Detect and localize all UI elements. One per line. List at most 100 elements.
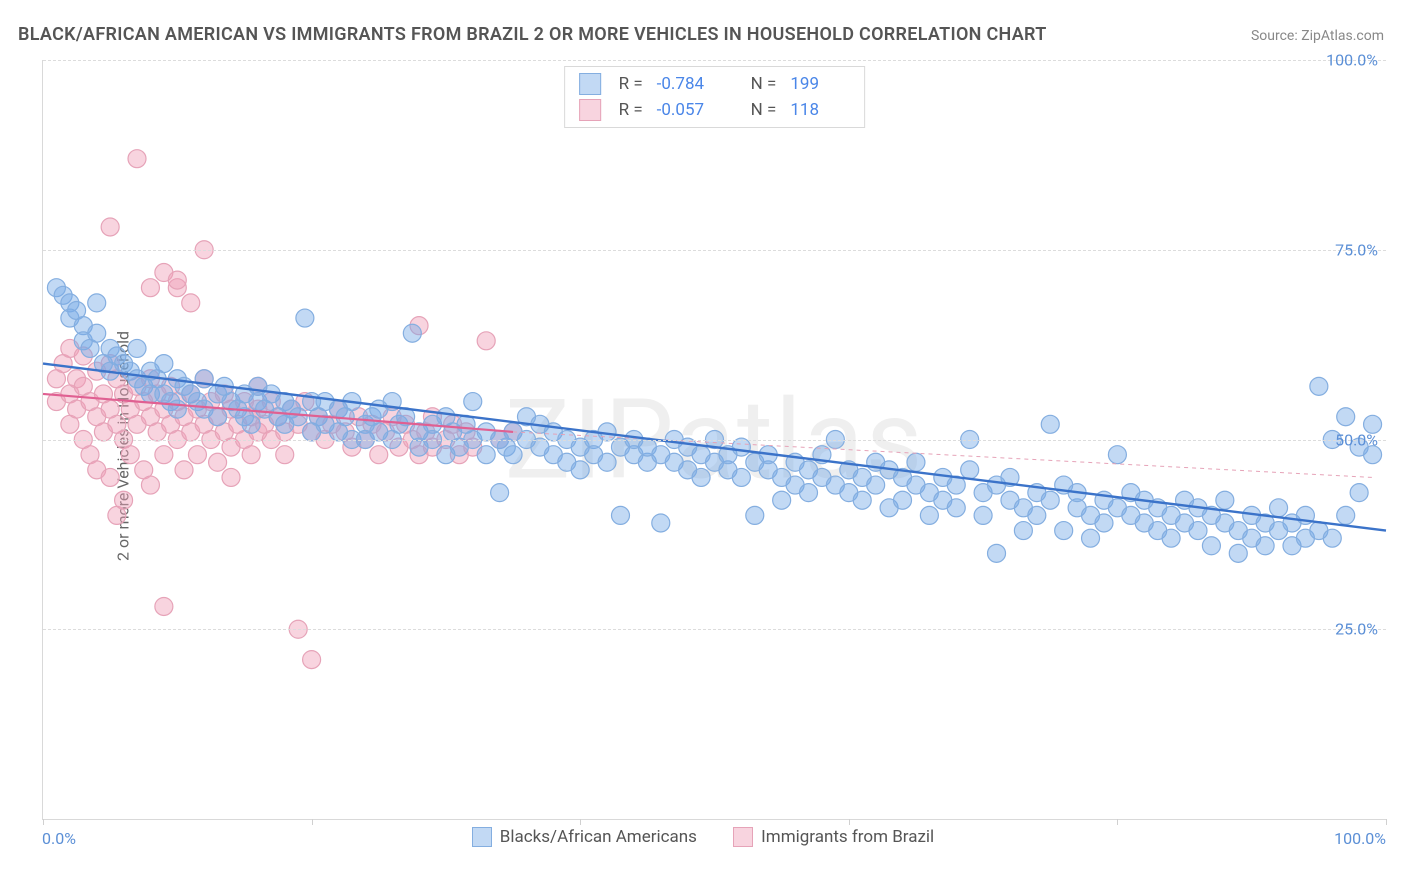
scatter-point-blue	[1055, 522, 1073, 540]
legend-label-blue: Blacks/African Americans	[500, 827, 697, 847]
plot-area: ZIPatlas R = -0.784 N = 199 R = -0.057 N…	[42, 60, 1386, 820]
scatter-point-blue	[611, 506, 629, 524]
x-tick	[1117, 819, 1118, 825]
x-tick	[580, 819, 581, 825]
scatter-point-pink	[477, 332, 495, 350]
scatter-point-pink	[128, 150, 146, 168]
scatter-point-blue	[853, 491, 871, 509]
legend-row-blue: R = -0.784 N = 199	[579, 71, 851, 97]
scatter-point-pink	[303, 651, 321, 669]
scatter-point-blue	[974, 506, 992, 524]
scatter-point-blue	[242, 415, 260, 433]
scatter-point-blue	[907, 453, 925, 471]
swatch-pink	[579, 99, 601, 121]
scatter-point-pink	[182, 294, 200, 312]
scatter-point-pink	[121, 446, 139, 464]
scatter-point-blue	[1270, 499, 1288, 517]
scatter-point-blue	[947, 499, 965, 517]
source-value: ZipAtlas.com	[1301, 28, 1384, 44]
scatter-point-blue	[464, 393, 482, 411]
scatter-point-blue	[732, 438, 750, 456]
scatter-point-blue	[1256, 537, 1274, 555]
scatter-point-pink	[222, 468, 240, 486]
scatter-point-pink	[115, 491, 133, 509]
grid-line	[43, 60, 1386, 61]
scatter-point-blue	[1041, 415, 1059, 433]
scatter-point-blue	[571, 461, 589, 479]
n-value-pink: 118	[790, 100, 850, 120]
scatter-point-blue	[155, 355, 173, 373]
scatter-point-pink	[155, 446, 173, 464]
n-label: N =	[751, 100, 777, 120]
scatter-point-blue	[773, 491, 791, 509]
legend-label-pink: Immigrants from Brazil	[761, 827, 934, 847]
legend-item-pink: Immigrants from Brazil	[733, 827, 934, 847]
x-tick	[43, 819, 44, 825]
scatter-point-blue	[209, 408, 227, 426]
scatter-point-pink	[141, 476, 159, 494]
chart-title: BLACK/AFRICAN AMERICAN VS IMMIGRANTS FRO…	[18, 24, 1047, 45]
scatter-point-blue	[296, 309, 314, 327]
scatter-point-pink	[168, 271, 186, 289]
scatter-point-blue	[1229, 544, 1247, 562]
legend-row-pink: R = -0.057 N = 118	[579, 97, 851, 123]
scatter-point-blue	[1028, 506, 1046, 524]
scatter-point-blue	[1014, 522, 1032, 540]
series-legend: Blacks/African Americans Immigrants from…	[0, 827, 1406, 852]
scatter-point-blue	[1189, 522, 1207, 540]
scatter-point-blue	[128, 339, 146, 357]
scatter-point-blue	[692, 468, 710, 486]
scatter-point-pink	[370, 446, 388, 464]
scatter-point-blue	[598, 453, 616, 471]
scatter-point-pink	[276, 446, 294, 464]
scatter-point-blue	[1350, 484, 1368, 502]
chart-container: BLACK/AFRICAN AMERICAN VS IMMIGRANTS FRO…	[0, 0, 1406, 892]
scatter-point-blue	[961, 461, 979, 479]
scatter-point-blue	[1310, 377, 1328, 395]
source-label: Source:	[1251, 28, 1298, 44]
scatter-point-blue	[746, 506, 764, 524]
source-attribution: Source: ZipAtlas.com	[1251, 28, 1384, 44]
scatter-point-blue	[1082, 529, 1100, 547]
scatter-point-pink	[101, 468, 119, 486]
scatter-point-blue	[88, 294, 106, 312]
scatter-point-pink	[175, 461, 193, 479]
scatter-point-pink	[101, 218, 119, 236]
grid-line	[43, 250, 1386, 251]
scatter-point-blue	[1162, 529, 1180, 547]
x-tick	[312, 819, 313, 825]
swatch-blue	[579, 73, 601, 95]
n-label: N =	[751, 74, 777, 94]
scatter-point-pink	[188, 446, 206, 464]
x-tick	[1386, 819, 1387, 825]
y-tick-label: 50.0%	[1335, 430, 1378, 449]
scatter-point-blue	[1202, 537, 1220, 555]
n-value-blue: 199	[790, 74, 850, 94]
scatter-point-blue	[988, 544, 1006, 562]
grid-line	[43, 440, 1386, 441]
scatter-point-blue	[867, 476, 885, 494]
scatter-point-blue	[491, 484, 509, 502]
scatter-point-blue	[1108, 446, 1126, 464]
scatter-point-blue	[1041, 491, 1059, 509]
scatter-point-blue	[1095, 514, 1113, 532]
legend-item-blue: Blacks/African Americans	[472, 827, 697, 847]
scatter-point-blue	[1323, 529, 1341, 547]
y-tick-label: 100.0%	[1326, 51, 1378, 70]
scatter-point-pink	[209, 453, 227, 471]
scatter-point-pink	[141, 279, 159, 297]
y-tick-label: 75.0%	[1335, 240, 1378, 259]
r-value-blue: -0.784	[657, 74, 717, 94]
correlation-legend: R = -0.784 N = 199 R = -0.057 N = 118	[564, 66, 866, 128]
x-tick	[849, 819, 850, 825]
r-label: R =	[619, 74, 643, 94]
scatter-point-blue	[403, 324, 421, 342]
scatter-point-blue	[289, 408, 307, 426]
y-tick-label: 25.0%	[1335, 620, 1378, 639]
r-label: R =	[619, 100, 643, 120]
scatter-point-blue	[894, 491, 912, 509]
scatter-point-blue	[477, 446, 495, 464]
swatch-pink-bottom	[733, 827, 753, 847]
scatter-point-blue	[800, 484, 818, 502]
scatter-point-pink	[155, 597, 173, 615]
